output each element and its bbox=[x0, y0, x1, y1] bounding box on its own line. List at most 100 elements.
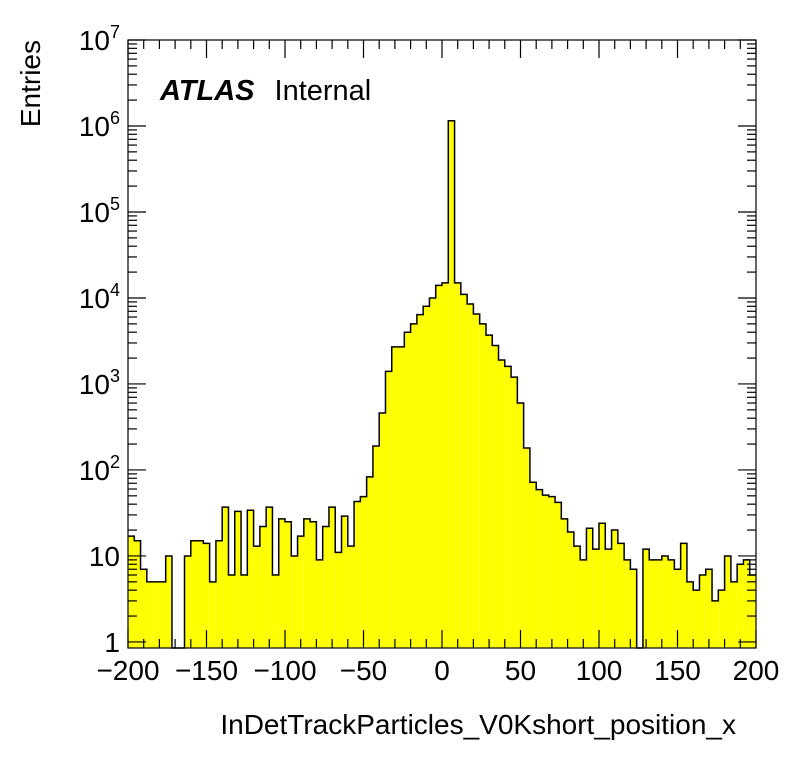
histogram-bar bbox=[385, 371, 392, 648]
histogram-bar bbox=[366, 476, 373, 648]
y-axis-label: Entries bbox=[15, 40, 46, 127]
y-tick-label: 106 bbox=[79, 108, 120, 142]
x-tick-label: 100 bbox=[576, 655, 623, 686]
histogram-bar bbox=[693, 590, 700, 648]
y-tick-label: 10 bbox=[89, 541, 120, 572]
histogram-bar bbox=[548, 496, 556, 648]
histogram-bar bbox=[146, 581, 154, 648]
histogram-bar bbox=[297, 536, 304, 648]
histogram-bar bbox=[347, 546, 355, 648]
histogram-bar bbox=[222, 507, 229, 648]
histogram-bar bbox=[379, 412, 386, 648]
histogram-bar bbox=[573, 546, 581, 648]
histogram-bar bbox=[328, 507, 336, 648]
histogram-bar bbox=[285, 521, 292, 648]
histogram-bar bbox=[511, 377, 518, 648]
histogram-bar bbox=[649, 559, 656, 648]
histogram-bar bbox=[404, 332, 411, 648]
histogram-bar bbox=[228, 575, 235, 648]
histogram-bar bbox=[705, 569, 713, 648]
atlas-label-normal: Internal bbox=[275, 75, 372, 107]
histogram-outline bbox=[128, 120, 756, 649]
axis-ticks bbox=[127, 39, 757, 648]
histogram-bar bbox=[448, 120, 455, 648]
atlas-label: ATLAS Internal bbox=[159, 75, 371, 107]
y-tick-labels: 1 10 102 103 104 105 106 107 bbox=[79, 22, 120, 658]
y-tick-label: 102 bbox=[79, 452, 120, 486]
histogram-bar bbox=[140, 569, 147, 648]
histogram-bar bbox=[523, 447, 530, 648]
x-tick-label: −150 bbox=[175, 655, 238, 686]
atlas-label-bold: ATLAS bbox=[159, 75, 255, 107]
histogram-bar bbox=[372, 445, 380, 648]
y-tick-label: 103 bbox=[79, 366, 120, 400]
histogram-bar bbox=[197, 540, 204, 648]
x-tick-labels: −200 −150 −100 −50 0 50 100 150 200 bbox=[96, 655, 779, 686]
histogram-bar bbox=[190, 540, 198, 648]
histogram-bar bbox=[460, 294, 468, 648]
x-tick-label: 150 bbox=[654, 655, 701, 686]
histogram-bar bbox=[718, 590, 725, 648]
histogram-bar bbox=[259, 526, 267, 648]
histogram-bar bbox=[454, 282, 461, 648]
histogram-bars bbox=[128, 120, 756, 648]
y-tick-label: 107 bbox=[79, 22, 120, 56]
histogram-bar bbox=[435, 285, 442, 648]
histogram-bar bbox=[429, 297, 436, 648]
histogram-bar bbox=[272, 575, 279, 648]
histogram-bar bbox=[529, 482, 537, 648]
histogram-bar bbox=[617, 543, 625, 648]
histogram-bar bbox=[724, 555, 731, 648]
histogram-bar bbox=[128, 536, 135, 648]
histogram-bar bbox=[391, 346, 399, 648]
histogram-bar bbox=[686, 581, 694, 648]
histogram-bar bbox=[642, 549, 650, 648]
x-axis-label: InDetTrackParticles_V0Kshort_position_x bbox=[220, 709, 736, 740]
histogram-bar bbox=[504, 366, 512, 648]
histogram-bar bbox=[241, 575, 248, 648]
histogram-bar bbox=[467, 304, 474, 648]
histogram-bar bbox=[492, 345, 499, 648]
histogram-bar bbox=[153, 581, 160, 648]
x-tick-label: −200 bbox=[96, 655, 159, 686]
histogram-bar bbox=[485, 335, 493, 648]
histogram-bar bbox=[209, 581, 216, 648]
histogram-bar bbox=[360, 496, 367, 648]
histogram-bar bbox=[517, 403, 524, 648]
histogram-bar bbox=[316, 559, 323, 648]
histogram-bar bbox=[680, 543, 687, 648]
histogram-bar bbox=[479, 323, 486, 648]
x-tick-label: 50 bbox=[505, 655, 536, 686]
histogram-bar bbox=[674, 569, 681, 648]
histogram-bar bbox=[165, 555, 172, 648]
histogram-bar bbox=[542, 495, 549, 648]
histogram-bar bbox=[134, 540, 141, 648]
y-tick-label: 105 bbox=[79, 194, 120, 228]
histogram-bar bbox=[668, 559, 675, 648]
x-tick-label: 200 bbox=[733, 655, 780, 686]
histogram-bar bbox=[555, 502, 562, 648]
histogram-bar bbox=[184, 555, 191, 648]
histogram-bar bbox=[416, 314, 424, 648]
histogram-bar bbox=[203, 543, 210, 648]
histogram-bar bbox=[599, 523, 606, 648]
histogram-bar bbox=[712, 600, 719, 648]
y-tick-label: 1 bbox=[104, 627, 120, 658]
histogram-bar bbox=[215, 540, 223, 648]
histogram-bar bbox=[611, 530, 618, 648]
histogram-bar bbox=[423, 306, 430, 648]
histogram-bar bbox=[278, 518, 285, 648]
x-tick-label: 0 bbox=[434, 655, 450, 686]
histogram-bar bbox=[354, 501, 361, 648]
histogram-bar bbox=[630, 569, 637, 648]
histogram-bar bbox=[737, 564, 744, 648]
histogram-bar bbox=[730, 581, 738, 648]
y-tick-label: 104 bbox=[79, 280, 120, 314]
histogram-bar bbox=[699, 575, 706, 648]
histogram-bar bbox=[335, 552, 342, 648]
histogram-bar bbox=[398, 346, 405, 648]
histogram-bar bbox=[291, 555, 298, 648]
histogram-bar bbox=[655, 559, 662, 648]
x-tick-label: −100 bbox=[253, 655, 316, 686]
